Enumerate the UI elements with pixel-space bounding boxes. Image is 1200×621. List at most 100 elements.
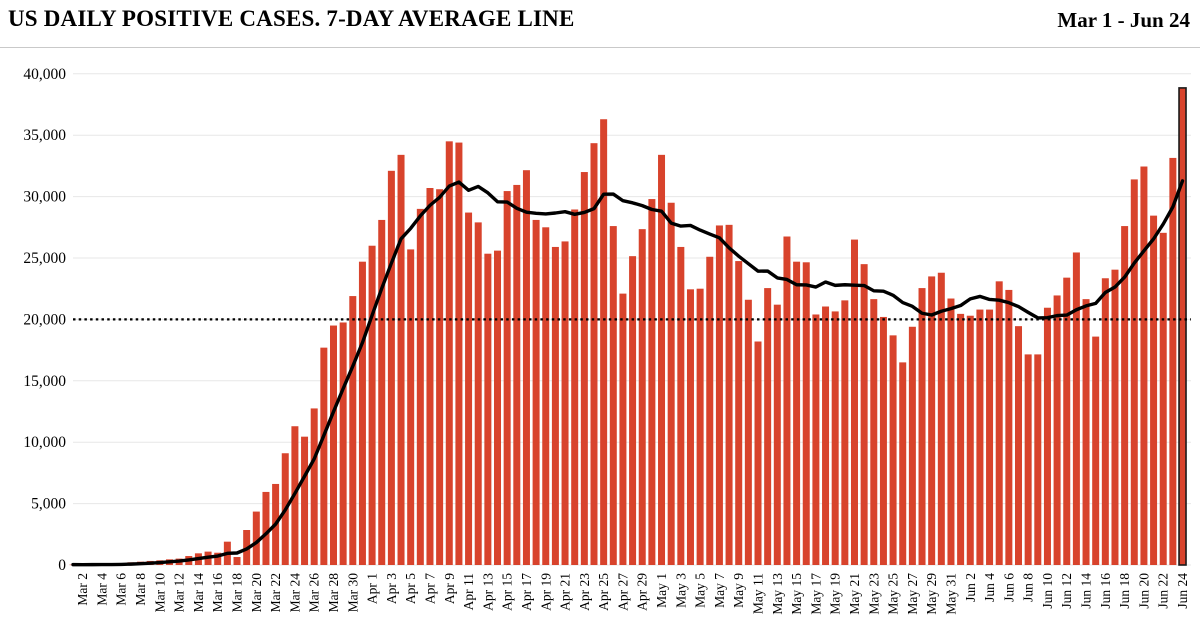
- bar: [1053, 295, 1061, 565]
- x-axis-label: Mar 30: [345, 573, 360, 613]
- x-axis-label: Apr 3: [384, 573, 399, 604]
- x-axis-label: Apr 17: [519, 573, 534, 611]
- bar: [812, 314, 820, 565]
- x-axis-label: Mar 20: [249, 573, 264, 613]
- bar: [937, 272, 945, 565]
- bar: [1169, 157, 1177, 565]
- bar: [715, 225, 723, 565]
- x-axis-label: Apr 1: [365, 573, 380, 604]
- bar: [686, 289, 694, 565]
- x-axis-label: Apr 21: [558, 573, 573, 611]
- x-axis-label: Jun 16: [1098, 573, 1113, 609]
- bar: [513, 184, 521, 565]
- y-axis-label: 5,000: [31, 496, 66, 513]
- bar: [928, 276, 936, 565]
- bar: [1015, 326, 1023, 565]
- bar: [1121, 226, 1129, 565]
- bar: [1140, 166, 1148, 565]
- bar: [638, 229, 646, 565]
- x-axis-label: Mar 10: [152, 573, 167, 613]
- x-axis-label: Jun 8: [1021, 573, 1036, 602]
- x-axis-label: Jun 18: [1117, 573, 1132, 609]
- bar: [1063, 277, 1071, 565]
- x-axis-label: May 29: [924, 573, 939, 615]
- bar: [320, 347, 328, 565]
- x-axis-label: Jun 4: [982, 573, 997, 602]
- x-axis-label: Mar 26: [307, 573, 322, 613]
- bar: [609, 226, 617, 565]
- bar: [966, 315, 974, 565]
- x-axis-label: Mar 12: [172, 573, 187, 612]
- x-axis-label: Mar 2: [75, 573, 90, 606]
- bar: [986, 309, 994, 565]
- date-range-label: Mar 1 - Jun 24: [1057, 8, 1190, 32]
- header-divider: [0, 47, 1200, 48]
- bar: [310, 408, 318, 565]
- bar: [870, 299, 878, 565]
- x-axis-label: Mar 24: [287, 573, 302, 613]
- x-axis-label: May 13: [770, 573, 785, 615]
- bar: [706, 256, 714, 565]
- x-axis-label: Apr 29: [635, 573, 650, 611]
- bar: [889, 335, 897, 565]
- bar: [600, 119, 608, 566]
- bar: [995, 281, 1003, 565]
- x-axis-label: Mar 6: [114, 573, 129, 606]
- y-axis-label: 15,000: [23, 373, 66, 390]
- bar: [957, 313, 965, 565]
- bar: [1024, 354, 1032, 565]
- x-axis-label: May 5: [693, 573, 708, 608]
- x-axis-label: Apr 27: [615, 573, 630, 611]
- x-axis-label: May 25: [886, 573, 901, 615]
- bar: [1130, 179, 1138, 565]
- bar: [677, 246, 685, 565]
- bar: [908, 326, 916, 565]
- bar: [976, 309, 984, 565]
- y-axis-label: 35,000: [23, 127, 66, 144]
- x-axis-label: May 9: [731, 573, 746, 608]
- bar: [754, 341, 762, 565]
- bar: [445, 141, 453, 565]
- bar: [571, 209, 579, 565]
- bar: [1111, 269, 1119, 565]
- x-axis-label: Jun 24: [1175, 573, 1190, 609]
- bar: [899, 362, 907, 565]
- y-axis-label: 20,000: [23, 311, 66, 328]
- y-axis-label: 30,000: [23, 189, 66, 206]
- bar: [841, 300, 849, 565]
- bar: [773, 304, 781, 565]
- y-axis-label: 25,000: [23, 250, 66, 267]
- x-axis-label: Apr 13: [480, 573, 495, 611]
- bar: [368, 245, 376, 565]
- x-axis-label: May 21: [847, 573, 862, 615]
- x-axis-label: Jun 12: [1059, 573, 1074, 609]
- bar: [619, 293, 627, 565]
- seven-day-average-line: [71, 179, 1185, 567]
- bar: [214, 552, 222, 565]
- bar: [474, 222, 482, 565]
- bar: [378, 219, 386, 565]
- y-axis-label: 0: [58, 557, 66, 574]
- bar: [455, 142, 463, 565]
- bar: [696, 288, 704, 565]
- bar: [735, 261, 743, 565]
- x-axis-label: Jun 2: [963, 573, 978, 602]
- bar: [532, 219, 540, 565]
- bar: [494, 250, 502, 565]
- x-axis-label: Mar 16: [210, 573, 225, 613]
- bar: [580, 172, 588, 566]
- bar: [764, 288, 772, 565]
- x-axis-label: Apr 7: [422, 573, 437, 604]
- bar: [725, 224, 733, 565]
- bar: [252, 511, 260, 565]
- x-axis-label: Jun 14: [1079, 573, 1094, 609]
- bar-highlighted-last: [1178, 87, 1187, 566]
- bar: [426, 188, 434, 565]
- bar: [590, 143, 598, 565]
- bar: [1005, 289, 1013, 565]
- bar: [822, 306, 830, 565]
- bar: [648, 199, 656, 565]
- x-axis-label: Apr 9: [442, 573, 457, 604]
